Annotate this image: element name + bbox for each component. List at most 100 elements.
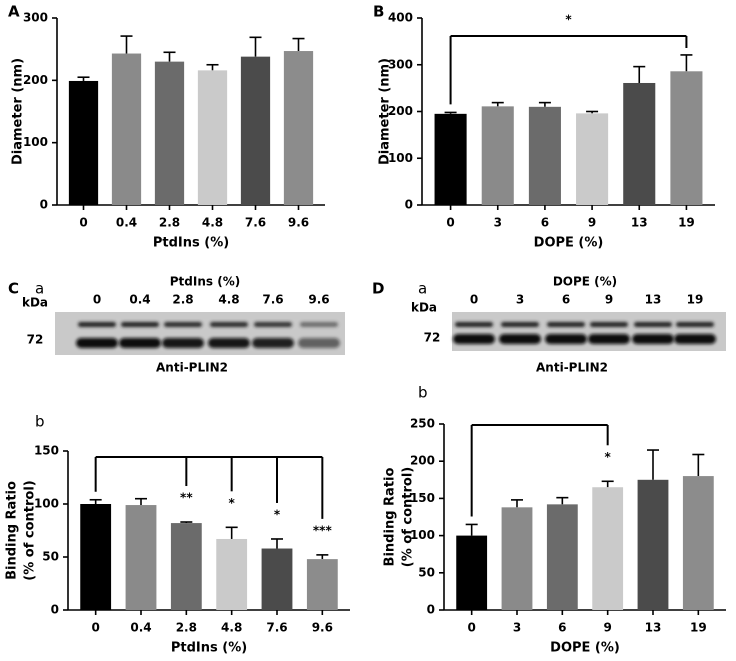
y-tick-label: 50: [42, 550, 59, 564]
blot-image: [452, 312, 726, 351]
x-tick-label: 2.8: [176, 621, 197, 635]
significance: *: [229, 496, 236, 510]
x-tick-label: 19: [690, 621, 707, 635]
kda-label: kDa: [22, 296, 48, 310]
y-tick-label: 0: [405, 198, 413, 212]
band: [76, 338, 118, 348]
bar: [637, 479, 669, 610]
x-tick-label: 4.8: [221, 621, 242, 635]
band: [300, 322, 338, 327]
y-tick-label: 0: [51, 603, 59, 617]
band-group: [252, 322, 294, 348]
sub-label: a: [418, 280, 427, 298]
band: [590, 322, 628, 327]
sub-label: b: [418, 384, 428, 402]
bar: [283, 51, 314, 205]
x-tick-label: 13: [631, 216, 648, 230]
y-tick-label: 0: [427, 603, 435, 617]
band: [588, 334, 630, 344]
sub-label: b: [35, 413, 45, 431]
bar: [111, 53, 142, 205]
antibody-label: Anti-PLIN2: [156, 361, 228, 375]
band: [208, 338, 250, 348]
lane-label: 4.8: [218, 293, 239, 307]
band: [632, 334, 674, 344]
band-group: [588, 322, 630, 344]
x-tick-label: 9.6: [288, 216, 309, 230]
band: [676, 322, 714, 327]
bar: [501, 507, 533, 610]
y-tick-label: 300: [23, 11, 48, 25]
x-tick-label: 0.4: [116, 216, 137, 230]
bar: [434, 113, 467, 205]
y-tick-label: 150: [34, 444, 59, 458]
y-tick-label: 0: [40, 198, 48, 212]
x-tick-label: 0: [79, 216, 87, 230]
x-axis-label: PtdIns (%): [153, 236, 229, 251]
bar: [576, 113, 609, 205]
x-tick-label: 13: [645, 621, 662, 635]
x-tick-label: 2.8: [159, 216, 180, 230]
band-group: [76, 322, 118, 348]
band-group: [674, 322, 716, 344]
panel-label: A: [8, 3, 20, 21]
x-tick-label: 0: [446, 216, 454, 230]
x-tick-label: 0: [467, 621, 475, 635]
band: [164, 322, 202, 327]
bar: [670, 71, 703, 205]
blot-image: [55, 312, 345, 355]
band: [545, 334, 587, 344]
x-tick-label: 6: [541, 216, 549, 230]
bar: [216, 538, 248, 610]
bar: [197, 70, 228, 205]
x-tick-label: 9.6: [312, 621, 333, 635]
band: [455, 322, 493, 327]
blot-title: DOPE (%): [553, 275, 617, 289]
bar: [592, 487, 624, 610]
band-group: [119, 322, 161, 348]
lane-label: 13: [645, 293, 662, 307]
band: [119, 338, 161, 348]
bar: [68, 80, 99, 205]
bar: [80, 504, 112, 610]
band-group: [453, 322, 495, 344]
significance: **: [180, 491, 193, 505]
y-tick-label: 50: [418, 565, 435, 579]
y-tick-label: 100: [34, 497, 59, 511]
y-axis-label: (% of control): [401, 467, 416, 567]
y-tick-label: 400: [388, 11, 413, 25]
x-tick-label: 0: [91, 621, 99, 635]
y-tick-label: 250: [410, 417, 435, 431]
band: [254, 322, 292, 327]
lane-label: 9.6: [308, 293, 329, 307]
kda-label: kDa: [411, 301, 437, 315]
y-tick-label: 100: [388, 151, 413, 165]
blot-title: PtdIns (%): [170, 275, 240, 289]
band: [501, 322, 539, 327]
band-group: [632, 322, 674, 344]
bar: [546, 504, 578, 610]
lane-label: 0: [470, 293, 478, 307]
y-axis-label: Diameter (nm): [11, 58, 26, 165]
lane-label: 3: [516, 293, 524, 307]
x-axis-label: PtdIns (%): [171, 641, 247, 656]
panel-label: B: [373, 3, 384, 21]
lane-label: 2.8: [172, 293, 193, 307]
bar: [170, 523, 202, 610]
bar: [456, 535, 488, 610]
y-tick-label: 100: [410, 528, 435, 542]
mw-label: 72: [27, 333, 44, 347]
bar: [623, 82, 656, 205]
x-tick-label: 7.6: [245, 216, 266, 230]
y-tick-label: 200: [23, 73, 48, 87]
band: [453, 334, 495, 344]
x-axis-label: DOPE (%): [550, 641, 620, 656]
panel-label: C: [8, 280, 19, 298]
band: [252, 338, 294, 348]
band: [121, 322, 159, 327]
band: [78, 322, 116, 327]
band: [634, 322, 672, 327]
band-group: [298, 322, 340, 348]
band: [674, 334, 716, 344]
